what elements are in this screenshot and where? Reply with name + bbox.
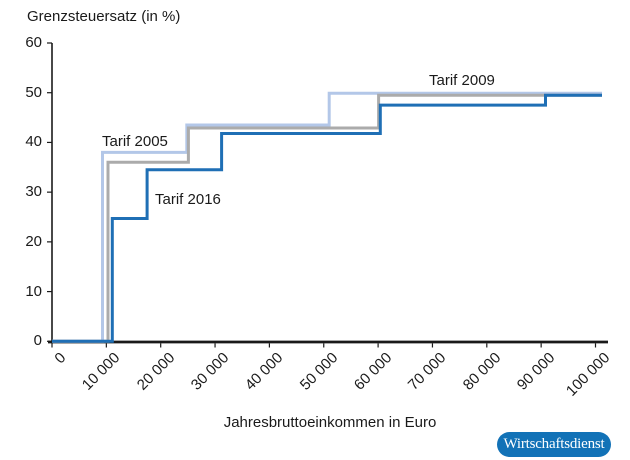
series-label-tarif-2005: Tarif 2005 [102, 133, 168, 150]
series-line-tarif-2005 [52, 91, 602, 343]
wirtschaftsdienst-badge: Wirtschaftsdienst [497, 432, 611, 457]
chart-title: Grenzsteuersatz (in %) [27, 8, 181, 25]
x-axis-title: Jahresbruttoeinkommen in Euro [223, 414, 437, 431]
y-tick-label: 0 [33, 332, 42, 349]
y-tick-label: 50 [25, 84, 42, 101]
y-tick-label: 10 [25, 283, 42, 300]
series-label-tarif-2016: Tarif 2016 [155, 191, 221, 208]
series-line-tarif-2009 [52, 93, 602, 343]
y-tick-label: 40 [25, 133, 42, 150]
y-tick-label: 30 [25, 183, 42, 200]
y-tick-label: 60 [25, 34, 42, 51]
y-tick-label: 20 [25, 233, 42, 250]
series-label-tarif-2009: Tarif 2009 [429, 72, 495, 89]
series-line-tarif-2016 [52, 93, 602, 343]
